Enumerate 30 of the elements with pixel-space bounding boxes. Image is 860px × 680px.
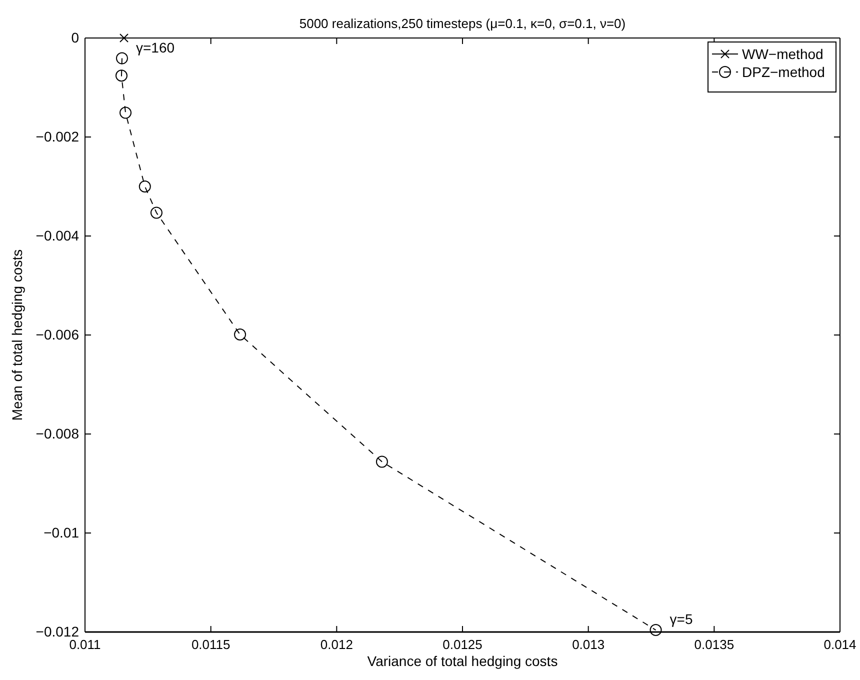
x-axis-title: Variance of total hedging costs (367, 653, 558, 669)
x-tick-label: 0.014 (824, 637, 856, 652)
y-tick-label: −0.004 (36, 227, 80, 244)
legend-label: DPZ−method (742, 64, 825, 80)
point (120, 106, 132, 119)
point (234, 328, 246, 341)
y-tick-label: −0.002 (36, 128, 80, 144)
point (150, 206, 162, 219)
x-tick-label: 0.0115 (191, 637, 230, 652)
x-tick-label: 0.012 (320, 637, 353, 652)
y-tick-label: −0.01 (44, 524, 80, 540)
chart-title: 5000 realizations,250 timesteps (μ=0.1, κ=0, σ=0.1, ν=0) (299, 16, 626, 31)
annotation: γ=160 (136, 39, 175, 56)
annotation: γ=5 (670, 611, 693, 628)
point (116, 52, 128, 64)
y-tick-label: 0 (71, 29, 80, 46)
point (650, 624, 662, 636)
y-tick-label: −0.012 (36, 623, 80, 640)
x-tick-label: 0.0135 (694, 637, 734, 652)
y-axis-title: Mean of total hedging costs (9, 249, 25, 421)
x-tick-label: 0.0125 (442, 637, 482, 652)
y-tick-label: −0.006 (36, 326, 80, 342)
x-tick-label: 0.011 (69, 637, 101, 652)
point (138, 180, 151, 192)
point (115, 70, 128, 82)
legend-label: WW−method (742, 46, 824, 62)
point (376, 456, 388, 468)
point (120, 34, 129, 42)
x-tick-label: 0.013 (572, 637, 605, 652)
y-tick-label: −0.008 (36, 425, 80, 442)
